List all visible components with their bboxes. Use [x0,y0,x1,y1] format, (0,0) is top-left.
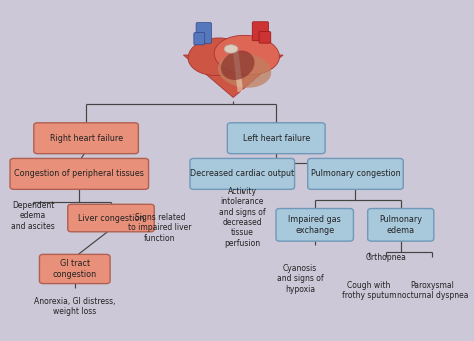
Text: Liver congestion: Liver congestion [78,213,144,223]
Text: Right heart failure: Right heart failure [49,134,123,143]
FancyBboxPatch shape [68,204,154,232]
FancyBboxPatch shape [228,123,325,154]
Text: Impaired gas
exchange: Impaired gas exchange [288,215,341,235]
FancyBboxPatch shape [308,159,403,189]
Text: GI tract
congestion: GI tract congestion [53,259,97,279]
Text: Anorexia, GI distress,
weight loss: Anorexia, GI distress, weight loss [34,297,116,316]
FancyBboxPatch shape [252,22,269,41]
Text: Cyanosis
and signs of
hypoxia: Cyanosis and signs of hypoxia [277,264,324,294]
FancyBboxPatch shape [276,209,354,241]
Text: Congestion of peripheral tissues: Congestion of peripheral tissues [14,169,144,178]
Polygon shape [183,55,283,98]
Text: Pulmonary
edema: Pulmonary edema [379,215,422,235]
FancyBboxPatch shape [194,33,205,45]
Text: Orthopnea: Orthopnea [366,253,407,262]
Ellipse shape [221,50,255,80]
Text: Paroxysmal
nocturnal dyspnea: Paroxysmal nocturnal dyspnea [397,281,468,300]
Text: Cough with
frothy sputum: Cough with frothy sputum [342,281,396,300]
Text: Decreased cardiac output: Decreased cardiac output [190,169,294,178]
Text: Left heart failure: Left heart failure [243,134,310,143]
FancyBboxPatch shape [34,123,138,154]
Ellipse shape [218,53,271,88]
FancyBboxPatch shape [368,209,434,241]
Text: Activity
intolerance
and signs of
decreased
tissue
perfusion: Activity intolerance and signs of decrea… [219,187,265,248]
Text: Pulmonary congestion: Pulmonary congestion [310,169,400,178]
Ellipse shape [214,35,280,75]
Ellipse shape [224,45,238,53]
FancyBboxPatch shape [39,254,110,284]
FancyBboxPatch shape [196,23,211,43]
FancyBboxPatch shape [259,32,271,43]
Text: Dependent
edema
and ascites: Dependent edema and ascites [11,201,55,231]
Text: Signs related
to impaired liver
function: Signs related to impaired liver function [128,213,191,243]
Ellipse shape [188,38,246,75]
FancyBboxPatch shape [190,159,294,189]
FancyBboxPatch shape [10,159,148,189]
